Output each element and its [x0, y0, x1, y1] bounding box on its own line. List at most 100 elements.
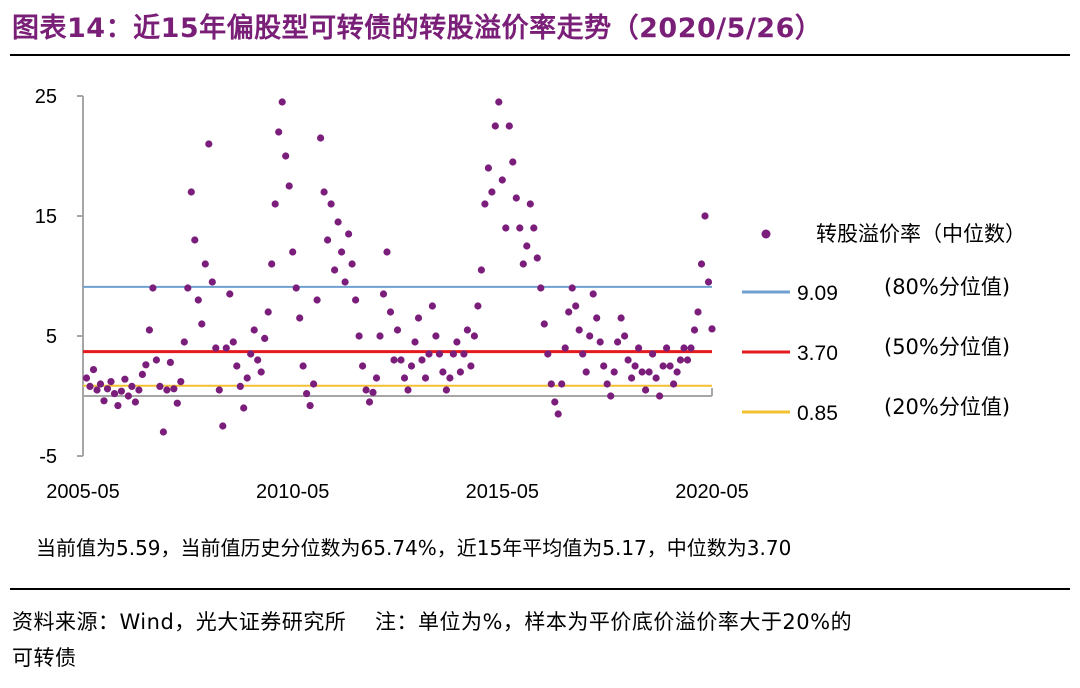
data-point — [215, 386, 223, 394]
data-point — [198, 320, 206, 328]
data-point — [526, 200, 534, 208]
legend-value-9.09: 9.09 — [797, 282, 838, 305]
data-point — [596, 338, 604, 346]
data-point — [565, 308, 573, 316]
data-point — [191, 236, 199, 244]
data-point — [659, 362, 667, 370]
data-point — [446, 374, 454, 382]
x-tick-label: 2010-05 — [256, 481, 329, 503]
data-point — [117, 387, 125, 395]
data-point — [428, 302, 436, 310]
data-point — [96, 380, 105, 388]
data-point — [638, 368, 646, 376]
data-point — [180, 338, 188, 346]
data-point — [289, 248, 297, 256]
data-point — [93, 386, 101, 394]
legend-desc-3.70: (50%分位值) — [884, 335, 1010, 359]
data-point — [642, 386, 650, 394]
data-point — [177, 378, 185, 386]
data-point — [268, 260, 276, 268]
data-point — [159, 428, 167, 436]
legend-value-0.85: 0.85 — [797, 402, 838, 425]
data-point — [551, 398, 559, 406]
data-point — [519, 260, 527, 268]
data-point — [243, 374, 251, 382]
data-point — [306, 402, 314, 410]
data-point — [561, 344, 569, 352]
y-tick-label: -5 — [39, 446, 57, 468]
data-point — [194, 296, 202, 304]
data-point — [697, 260, 706, 268]
data-point — [362, 386, 370, 394]
data-point — [676, 356, 685, 364]
data-point — [547, 380, 555, 388]
data-point — [114, 402, 122, 410]
data-point — [128, 382, 136, 390]
legend-marker-premium — [761, 229, 771, 239]
data-point — [404, 386, 412, 394]
data-point — [488, 188, 496, 196]
legend-desc-9.09: (80%分位值) — [884, 275, 1010, 299]
x-tick-label: 2005-05 — [46, 481, 119, 503]
data-point — [509, 158, 517, 166]
data-point — [103, 385, 112, 393]
data-point — [449, 350, 457, 358]
data-point — [533, 254, 541, 262]
data-point — [579, 350, 587, 358]
data-point — [296, 314, 304, 322]
data-point — [170, 385, 178, 393]
data-point — [240, 404, 248, 412]
figure-title: 图表14：近15年偏股型可转债的转股溢价率走势（2020/5/26） — [12, 13, 823, 44]
data-point — [628, 374, 636, 382]
data-point — [673, 368, 681, 376]
legend-label-premium: 转股溢价率（中位数） — [816, 222, 1026, 246]
data-point — [222, 344, 230, 352]
data-point — [201, 260, 209, 268]
data-point — [523, 242, 531, 250]
data-point — [121, 375, 129, 383]
data-point — [540, 320, 548, 328]
y-tick-label: 5 — [46, 326, 57, 348]
data-point — [663, 344, 671, 352]
data-point — [369, 388, 377, 396]
data-point — [156, 382, 164, 390]
data-point — [317, 134, 325, 142]
data-point — [303, 390, 311, 398]
tick-labels: -5 5 15 25 2005-05 2010-05 2015-05 2020-05 — [35, 86, 749, 503]
data-point — [131, 398, 139, 406]
data-point — [313, 296, 321, 304]
data-point — [271, 200, 279, 208]
data-point — [407, 362, 416, 370]
data-point — [341, 278, 349, 286]
data-point — [331, 266, 339, 274]
data-point — [624, 356, 632, 364]
data-point — [502, 224, 510, 232]
data-point — [687, 344, 695, 352]
legend-desc-0.85: (20%分位值) — [884, 395, 1010, 419]
data-point — [379, 290, 388, 298]
data-point — [607, 392, 615, 400]
data-point — [425, 350, 433, 358]
data-point — [282, 152, 290, 160]
data-point — [652, 374, 660, 382]
data-point — [614, 338, 622, 346]
data-point — [352, 296, 360, 304]
data-point — [208, 278, 216, 286]
data-point — [205, 140, 213, 148]
data-point — [397, 356, 405, 364]
data-point — [456, 368, 464, 376]
data-point — [505, 122, 513, 130]
source-line-1: 资料来源：Wind，光大证券研究所 注：单位为%，样本为平价底价溢价率大于20%… — [12, 610, 853, 634]
data-point — [498, 176, 506, 184]
data-point — [152, 356, 160, 364]
data-point — [484, 164, 492, 172]
data-point — [359, 362, 367, 370]
data-point — [635, 344, 643, 352]
data-point — [390, 356, 398, 364]
data-point — [530, 224, 538, 232]
data-point — [334, 218, 342, 226]
data-point — [400, 374, 409, 382]
data-point — [600, 362, 608, 370]
data-point — [656, 392, 664, 400]
data-point — [386, 308, 395, 316]
